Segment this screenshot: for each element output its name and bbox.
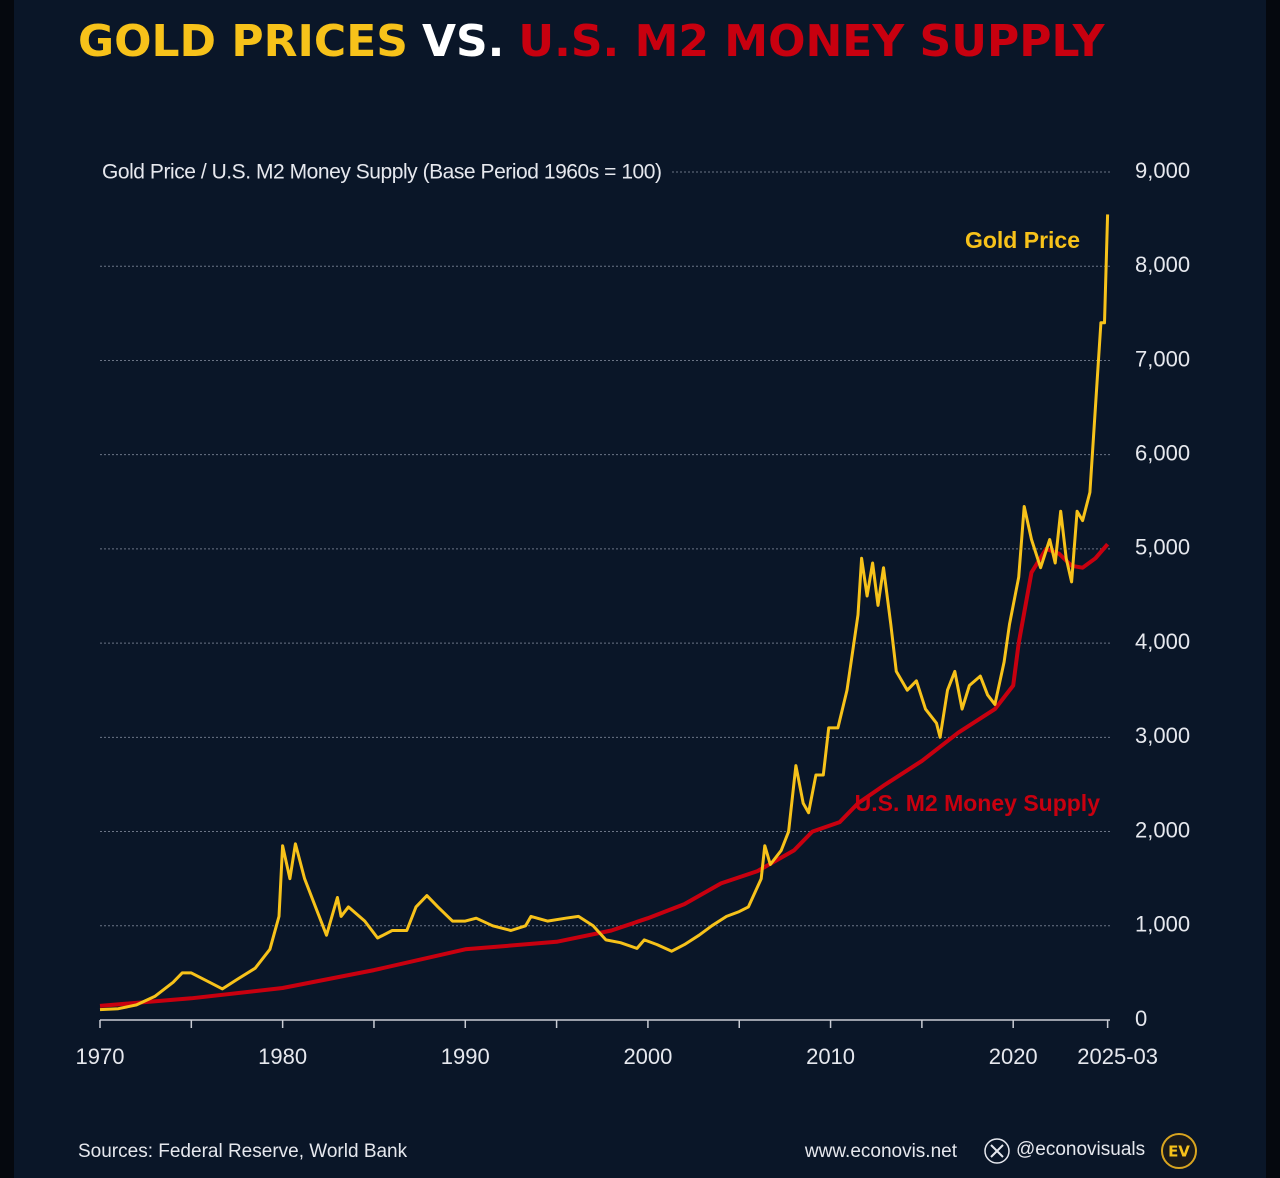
y-tick-label: 6,000 [1135, 440, 1190, 465]
x-icon [984, 1138, 1010, 1164]
frame-left [0, 0, 14, 1178]
logo: EV [1168, 1143, 1190, 1161]
handle: @econovisuals [1016, 1139, 1145, 1160]
y-tick-label: 8,000 [1135, 252, 1190, 277]
title-part: GOLD PRICES [78, 16, 408, 67]
y-tick-label: 2,000 [1135, 817, 1190, 842]
title-part: U.S. M2 MONEY SUPPLY [518, 16, 1105, 67]
x-icon-glyph [990, 1144, 1004, 1158]
x-tick-label: 2020 [989, 1044, 1038, 1069]
y-tick-label: 4,000 [1135, 629, 1190, 654]
y-tick-label: 3,000 [1135, 723, 1190, 748]
x-tick-label: 1970 [76, 1044, 125, 1069]
y-axis-label: Gold Price / U.S. M2 Money Supply (Base … [102, 161, 662, 184]
x-tick-label: 1980 [258, 1044, 307, 1069]
y-tick-label: 7,000 [1135, 346, 1190, 371]
x-tick-label: 2010 [806, 1044, 855, 1069]
chart-title: GOLD PRICES VS. U.S. M2 MONEY SUPPLY [78, 16, 1106, 67]
y-tick-label: 9,000 [1135, 158, 1190, 183]
series-line [99, 214, 1110, 1012]
logo-circle [1161, 1133, 1197, 1169]
label-bg [98, 160, 672, 184]
website: www.econovis.net [804, 1141, 958, 1162]
y-tick-label: 1,000 [1135, 912, 1190, 937]
y-tick-label: 5,000 [1135, 535, 1190, 560]
x-tick-label: 2025-03 [1077, 1044, 1158, 1069]
series-label: Gold Price [965, 227, 1080, 253]
title-part: VS. [422, 16, 504, 67]
y-tick-label: 0 [1135, 1006, 1147, 1031]
series-label: U.S. M2 Money Supply [855, 790, 1101, 816]
sources: Sources: Federal Reserve, World Bank [78, 1141, 408, 1162]
frame-right [1266, 0, 1280, 1178]
x-tick-label: 2000 [623, 1044, 672, 1069]
x-tick-label: 1990 [441, 1044, 490, 1069]
